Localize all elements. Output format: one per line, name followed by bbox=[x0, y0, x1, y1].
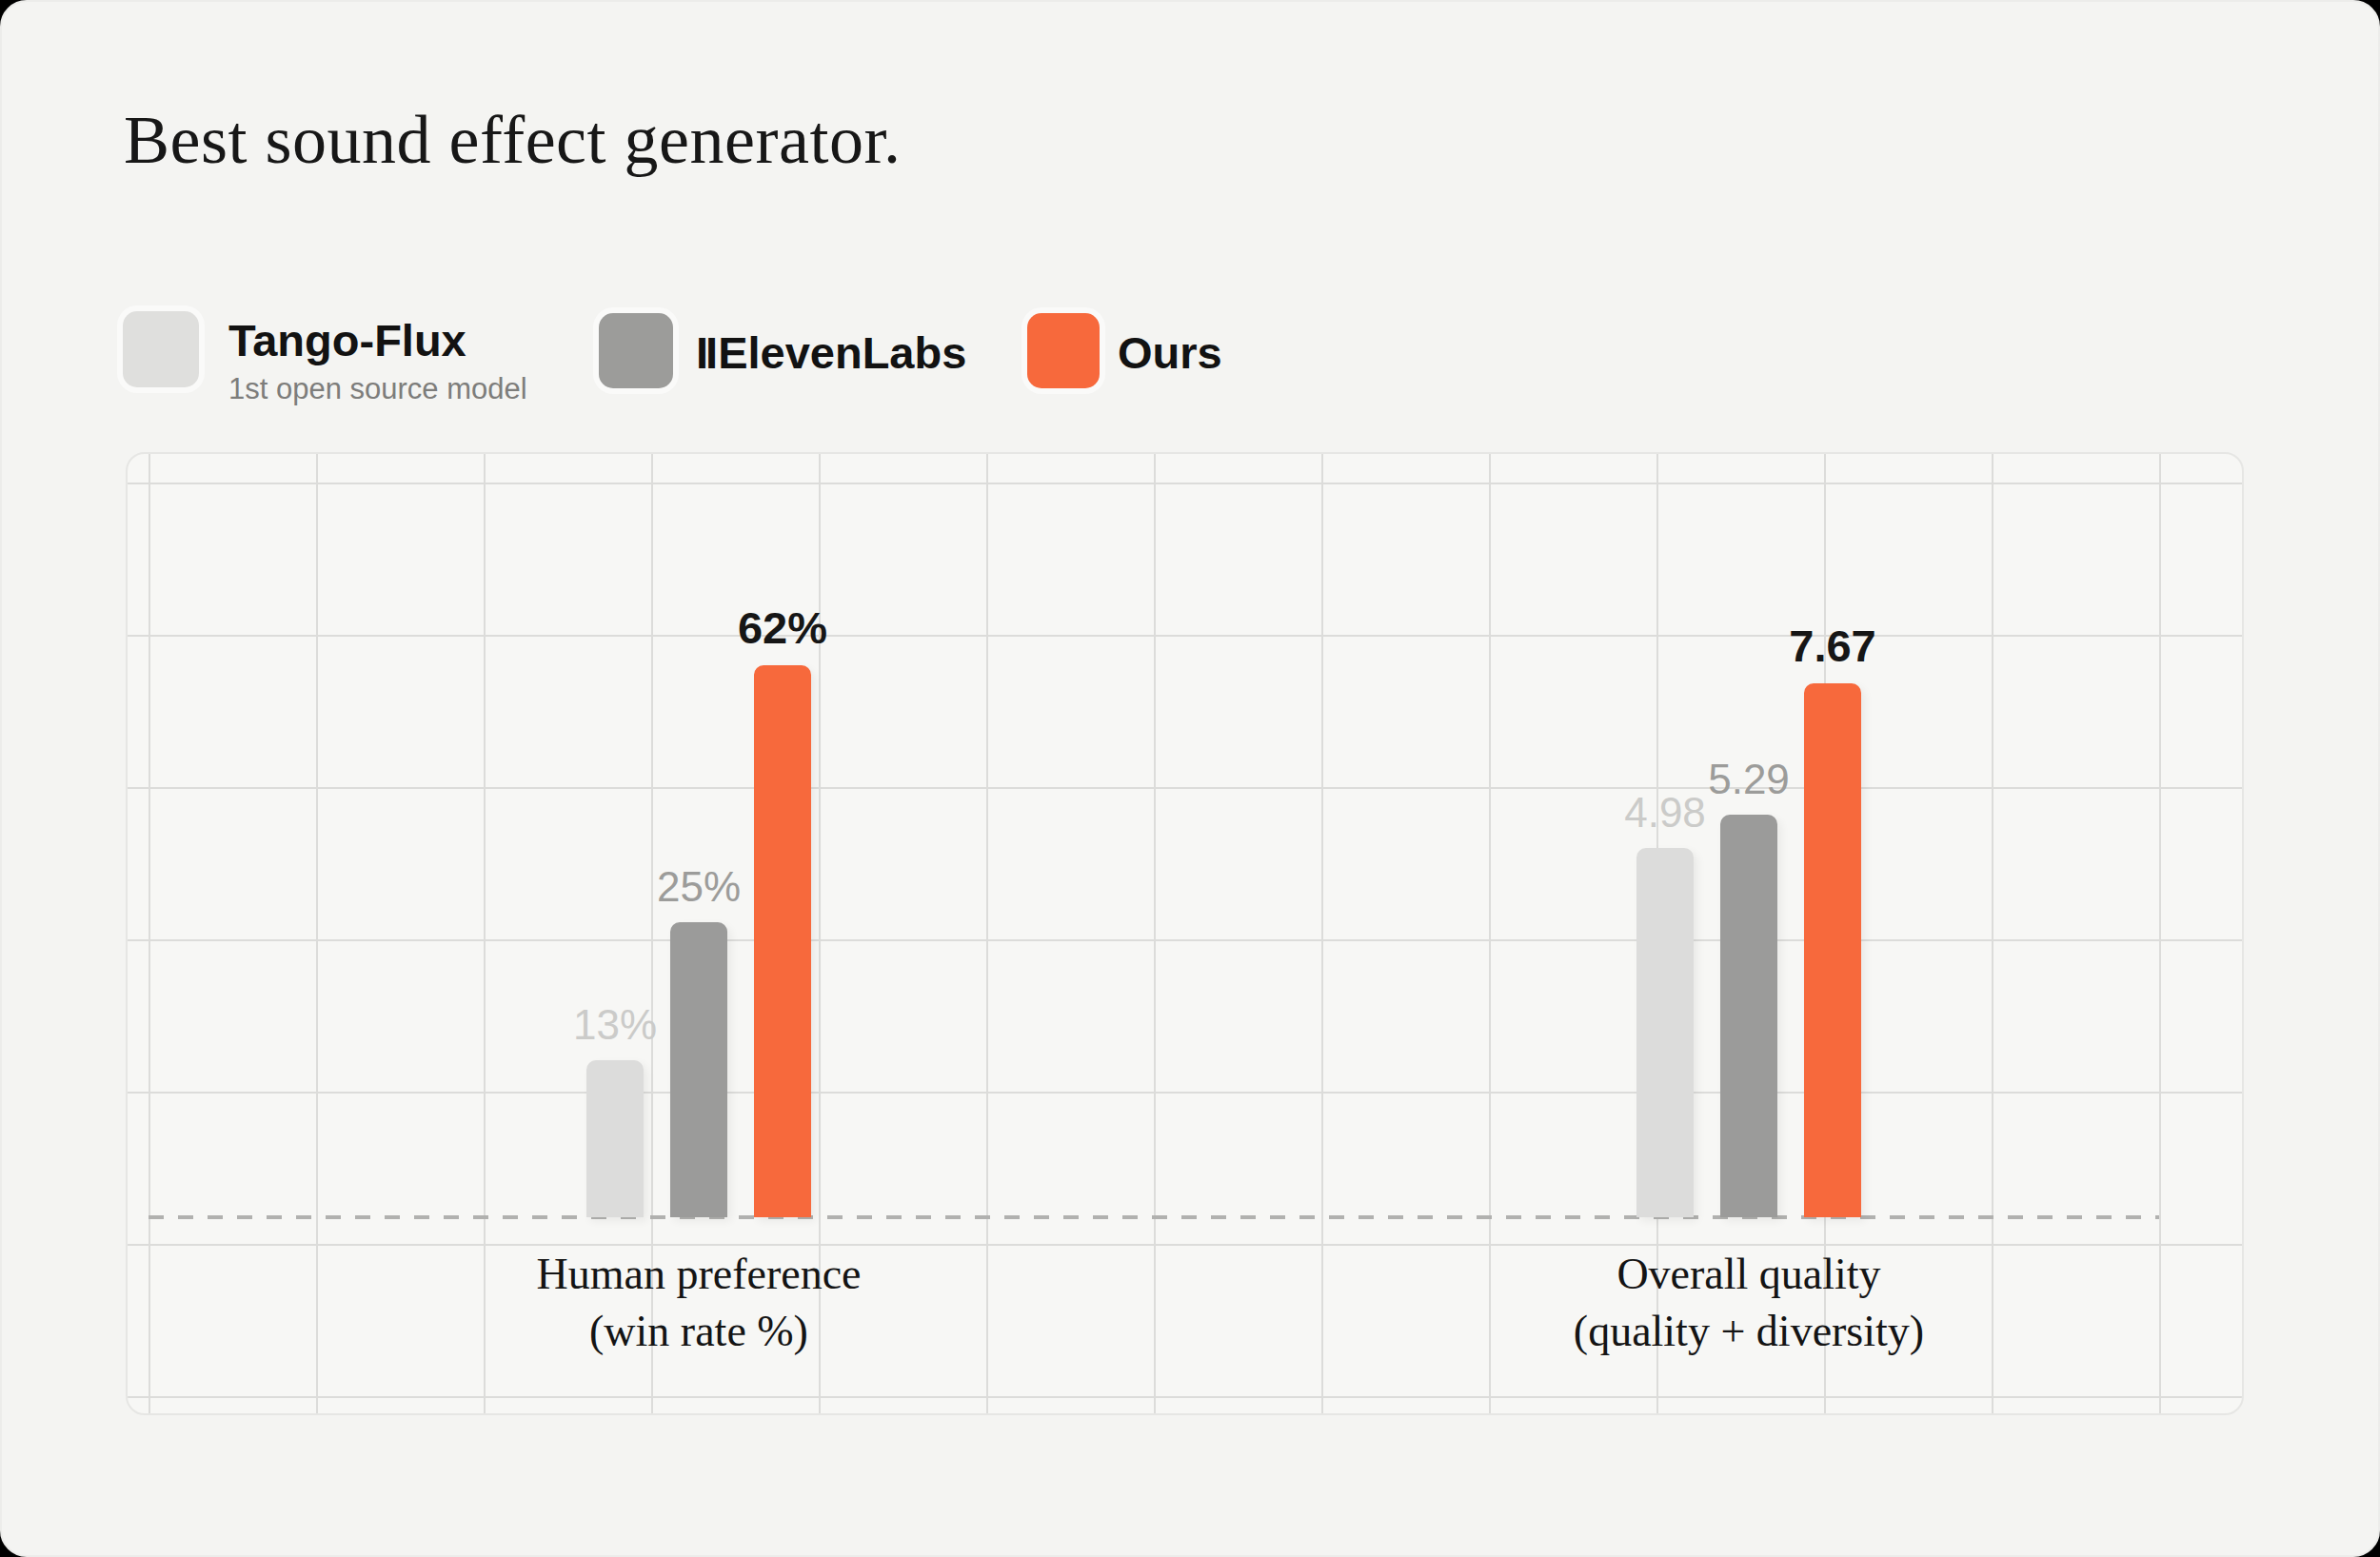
category-label-overall-quality: Overall quality (quality + diversity) bbox=[1368, 1246, 2130, 1360]
legend-label-tango-flux: Tango-Flux bbox=[228, 314, 466, 366]
legend-label-elevenlabs: IIElevenLabs bbox=[696, 326, 966, 379]
bar-elevenlabs bbox=[1720, 815, 1777, 1217]
bar-elevenlabs bbox=[670, 922, 727, 1217]
bar-tango-flux bbox=[586, 1060, 644, 1217]
legend-swatch-tango-flux bbox=[123, 311, 199, 387]
legend-sublabel-tango-flux: 1st open source model bbox=[228, 372, 527, 406]
legend-swatch-ours bbox=[1027, 313, 1100, 388]
legend-label-elevenlabs-text: ElevenLabs bbox=[718, 327, 966, 378]
bar-value-label: 4.98 bbox=[1624, 789, 1706, 837]
page-card: Best sound effect generator. Tango-Flux … bbox=[0, 0, 2380, 1557]
bar-value-label: 25% bbox=[657, 863, 741, 911]
bar-value-label: 7.67 bbox=[1789, 620, 1875, 672]
page-title: Best sound effect generator. bbox=[124, 101, 901, 180]
category-label-line2: (win rate %) bbox=[318, 1303, 1080, 1360]
legend-swatch-elevenlabs bbox=[599, 313, 673, 388]
bar-ours bbox=[754, 665, 811, 1217]
bar-value-label: 62% bbox=[738, 601, 827, 654]
category-label-line1: Overall quality bbox=[1368, 1246, 2130, 1303]
bar-ours bbox=[1804, 683, 1861, 1217]
chart-panel: 13% 25% 62% 4.985.29 7.67 Human preference (… bbox=[126, 452, 2244, 1415]
category-label-human-preference: Human preference (win rate %) bbox=[318, 1246, 1080, 1360]
bar-value-label: 5.29 bbox=[1708, 756, 1790, 803]
bar-value-label: 13% bbox=[573, 1001, 657, 1049]
elevenlabs-logo-icon: II bbox=[696, 327, 715, 378]
category-label-line2: (quality + diversity) bbox=[1368, 1303, 2130, 1360]
legend-label-ours: Ours bbox=[1118, 326, 1222, 379]
bar-tango-flux bbox=[1636, 848, 1694, 1217]
category-label-line1: Human preference bbox=[318, 1246, 1080, 1303]
